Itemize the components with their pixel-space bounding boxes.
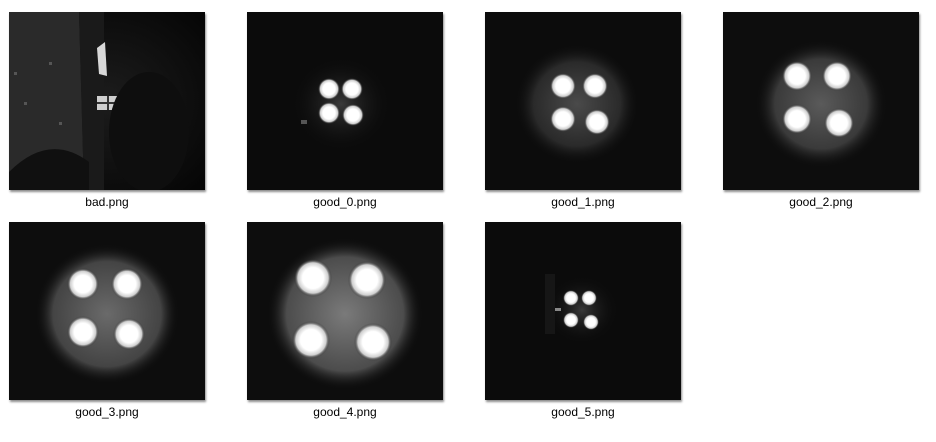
four-lights-image: [485, 12, 681, 190]
file-name: good_3.png: [75, 405, 139, 419]
image-thumbnail[interactable]: [9, 12, 205, 190]
file-name: good_5.png: [551, 405, 615, 419]
file-item[interactable]: good_2.png: [719, 4, 919, 212]
file-name: good_4.png: [313, 405, 377, 419]
dark-room-image: [9, 12, 205, 190]
file-item[interactable]: good_3.png: [5, 214, 205, 422]
four-lights-image: [247, 222, 443, 400]
file-name: good_0.png: [313, 195, 377, 209]
image-thumbnail[interactable]: [247, 12, 443, 190]
file-item[interactable]: bad.png: [5, 4, 205, 212]
four-lights-image: [485, 222, 681, 400]
four-lights-image: [9, 222, 205, 400]
file-item[interactable]: good_4.png: [243, 214, 443, 422]
four-lights-image: [247, 12, 443, 190]
file-name: bad.png: [85, 195, 129, 209]
file-name: good_1.png: [551, 195, 615, 209]
image-thumbnail[interactable]: [9, 222, 205, 400]
file-name: good_2.png: [789, 195, 853, 209]
file-item[interactable]: good_0.png: [243, 4, 443, 212]
file-item[interactable]: good_5.png: [481, 214, 681, 422]
image-thumbnail[interactable]: [247, 222, 443, 400]
four-lights-image: [723, 12, 919, 190]
image-thumbnail[interactable]: [485, 12, 681, 190]
image-thumbnail[interactable]: [723, 12, 919, 190]
file-item[interactable]: good_1.png: [481, 4, 681, 212]
image-thumbnail[interactable]: [485, 222, 681, 400]
